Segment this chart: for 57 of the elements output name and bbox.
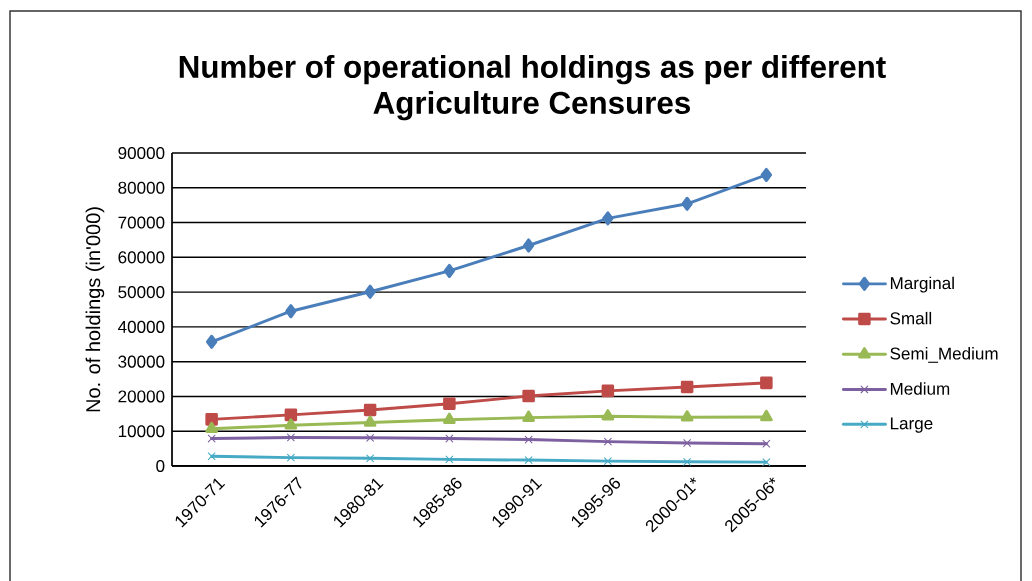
point xyxy=(445,434,454,443)
point xyxy=(284,408,298,422)
point xyxy=(205,421,218,434)
chart-title: Number of operational holdings as per different Agriculture Censures xyxy=(179,54,886,121)
y-tick-label: 70000 xyxy=(118,216,165,229)
point xyxy=(522,410,535,422)
point xyxy=(760,167,773,182)
point xyxy=(285,304,297,319)
point xyxy=(443,263,456,278)
legend-label: Large xyxy=(890,417,933,433)
point xyxy=(760,409,773,422)
point xyxy=(680,410,694,422)
point xyxy=(760,376,773,390)
point xyxy=(205,334,218,349)
y-tick-label: 90000 xyxy=(118,146,165,160)
point xyxy=(762,439,771,448)
legend-label: Medium xyxy=(890,382,950,395)
point xyxy=(524,456,533,464)
point xyxy=(601,409,615,421)
legend-label: Small xyxy=(890,311,932,325)
point xyxy=(443,397,456,411)
point xyxy=(522,389,535,403)
point xyxy=(683,457,691,466)
point xyxy=(604,457,612,465)
point xyxy=(284,418,298,430)
point xyxy=(363,403,377,417)
point xyxy=(366,433,374,442)
point xyxy=(205,413,218,426)
y-tick-label: 10000 xyxy=(118,425,165,438)
point xyxy=(443,412,456,424)
point xyxy=(604,437,612,446)
point xyxy=(366,454,374,463)
point xyxy=(363,415,377,427)
point xyxy=(681,196,693,211)
y-axis-title: No. of holdings (in'000) xyxy=(85,207,105,412)
point xyxy=(364,284,376,299)
legend-label: Semi_Medium xyxy=(890,347,998,363)
y-tick-label: 50000 xyxy=(118,286,165,299)
point xyxy=(601,384,615,398)
y-tick-label: 0 xyxy=(156,459,165,473)
point xyxy=(287,453,295,462)
point xyxy=(680,380,694,394)
point xyxy=(207,452,216,461)
point xyxy=(524,435,533,444)
point xyxy=(445,455,454,464)
point xyxy=(287,433,295,442)
y-tick-label: 80000 xyxy=(118,181,165,194)
point xyxy=(683,439,691,447)
y-tick-label: 40000 xyxy=(118,320,165,333)
legend-label: Marginal xyxy=(890,276,954,293)
y-tick-label: 20000 xyxy=(118,390,165,403)
y-tick-label: 60000 xyxy=(118,251,165,264)
point xyxy=(522,238,535,253)
point xyxy=(207,434,216,443)
y-tick-label: 30000 xyxy=(118,355,165,368)
point xyxy=(762,458,771,466)
point xyxy=(602,211,614,226)
